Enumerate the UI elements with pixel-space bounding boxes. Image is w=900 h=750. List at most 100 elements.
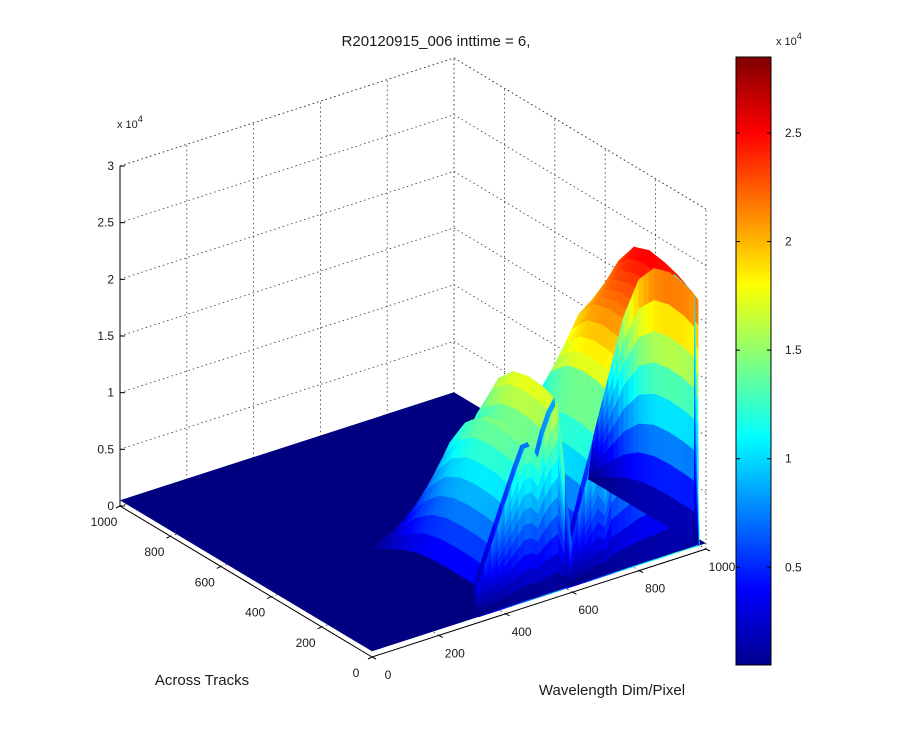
- surface-side-patch: [638, 275, 645, 309]
- surface-side-patch: [663, 460, 670, 497]
- y-tick: [317, 626, 322, 630]
- surface-front-patch: [597, 549, 605, 564]
- x-tick-label: 200: [445, 646, 465, 660]
- surface-front-patch: [617, 547, 625, 572]
- surface-side-patch: [648, 361, 655, 395]
- surface-side-patch: [618, 453, 625, 478]
- surface-side-patch: [648, 299, 655, 334]
- surface-front-patch: [477, 566, 485, 590]
- surface-side-patch: [643, 393, 650, 425]
- surface-side-patch: [683, 441, 690, 478]
- x-tick-label: 400: [512, 625, 532, 639]
- surface-front-patch: [624, 544, 632, 569]
- surface-side-patch: [658, 332, 665, 367]
- surface-front-patch: [524, 567, 532, 587]
- y-tick: [166, 535, 171, 539]
- surface-side-patch: [688, 289, 695, 328]
- surface-front-patch: [550, 570, 559, 593]
- surface-front-patch: [637, 538, 645, 565]
- surface-side-patch: [623, 476, 630, 504]
- surface-side-patch: [648, 423, 655, 457]
- surface-front-patch: [597, 562, 605, 578]
- surface-side-patch: [688, 413, 695, 451]
- surface-side-patch: [683, 346, 690, 385]
- surface-side-patch: [663, 302, 670, 337]
- z-tick-label: 1.5: [97, 329, 114, 343]
- surface-side-patch: [658, 300, 665, 335]
- grid-line: [119, 170, 707, 323]
- surface-side-patch: [628, 452, 635, 480]
- surface-side-patch: [683, 472, 690, 509]
- surface-side-patch: [653, 268, 660, 302]
- surface-front-patch: [524, 506, 532, 526]
- y-tick-label: 600: [195, 575, 215, 589]
- surface-side-patch: [663, 397, 670, 433]
- colorbar-ticks: 0.5 1 1.5 2 2.5: [736, 126, 802, 574]
- surface-side-patch: [638, 480, 645, 513]
- colorbar-tick-label: 1: [785, 452, 792, 466]
- surface-side-patch: [638, 422, 645, 454]
- surface-side-patch: [663, 492, 670, 528]
- surface-side-patch: [668, 303, 675, 341]
- surface-front-patch: [530, 582, 539, 600]
- colorbar-tick-label: 0.5: [785, 560, 802, 574]
- surface-side-patch: [648, 330, 655, 364]
- surface-side-patch: [688, 445, 695, 482]
- x-tick-label: 800: [645, 582, 665, 596]
- surface-front-patch: [524, 521, 532, 541]
- surface-plot: [120, 246, 706, 652]
- surface-side-patch: [673, 498, 680, 534]
- surface-front-patch: [530, 552, 539, 570]
- surface-side-patch: [688, 382, 695, 420]
- surface-side-patch: [643, 363, 650, 395]
- surface-side-patch: [663, 270, 670, 305]
- surface-side-patch: [623, 428, 630, 455]
- surface-side-patch: [683, 314, 690, 353]
- surface-side-patch: [628, 398, 635, 430]
- surface-side-patch: [678, 279, 685, 317]
- x-tick: [438, 634, 444, 638]
- surface-side-patch: [643, 332, 650, 365]
- surface-front-patch: [530, 567, 539, 584]
- x-tick-label: 0: [385, 668, 392, 682]
- y-axis-label: Across Tracks: [155, 672, 249, 689]
- y-tick: [367, 656, 373, 660]
- z-tick-label: 1: [107, 386, 114, 400]
- surface-side-patch: [678, 342, 685, 380]
- surface-side-patch: [673, 307, 680, 344]
- x-axis-label: Wavelength Dim/Pixel: [539, 682, 685, 699]
- surface-side-patch: [638, 304, 645, 338]
- surface-side-patch: [658, 426, 665, 462]
- grid-line: [119, 114, 707, 267]
- z-tick-label: 3: [107, 159, 114, 173]
- surface-side-patch: [643, 452, 650, 486]
- y-tick-label: 0: [353, 666, 360, 680]
- surface-side-patch: [673, 339, 680, 376]
- surface-side-patch: [673, 402, 680, 439]
- surface-side-patch: [628, 478, 635, 507]
- y-tick-label: 200: [296, 636, 316, 650]
- surface-side-patch: [668, 335, 675, 373]
- surface-side-patch: [673, 466, 680, 503]
- surface-side-patch: [638, 393, 645, 425]
- x-axis-line: [371, 548, 707, 658]
- surface-side-patch: [653, 299, 660, 334]
- surface-side-patch: [648, 393, 655, 425]
- surface-side-patch: [693, 295, 700, 546]
- surface-side-patch: [668, 494, 675, 531]
- surface-side-patch: [658, 489, 665, 525]
- colorbar: 0.5 1 1.5 2 2.5 x 104: [735, 31, 802, 666]
- surface-side-patch: [688, 351, 695, 389]
- axis-ticks: 0 200 400 600 800 1000 0 200 400 600 800 1000 0 0.5 1 1…: [91, 159, 736, 682]
- surface-side-patch: [653, 330, 660, 365]
- z-tick-label: 2.5: [97, 216, 114, 230]
- surface-side-patch: [648, 454, 655, 488]
- z-tick-label: 2: [107, 272, 114, 286]
- grid-line: [119, 227, 707, 380]
- colorbar-tick-label: 2: [785, 235, 792, 249]
- surface-side-patch: [648, 484, 655, 519]
- surface-side-patch: [633, 479, 640, 510]
- surface-front-patch: [664, 526, 672, 556]
- x-tick-label: 1000: [709, 560, 736, 574]
- surface-side-patch: [658, 395, 665, 430]
